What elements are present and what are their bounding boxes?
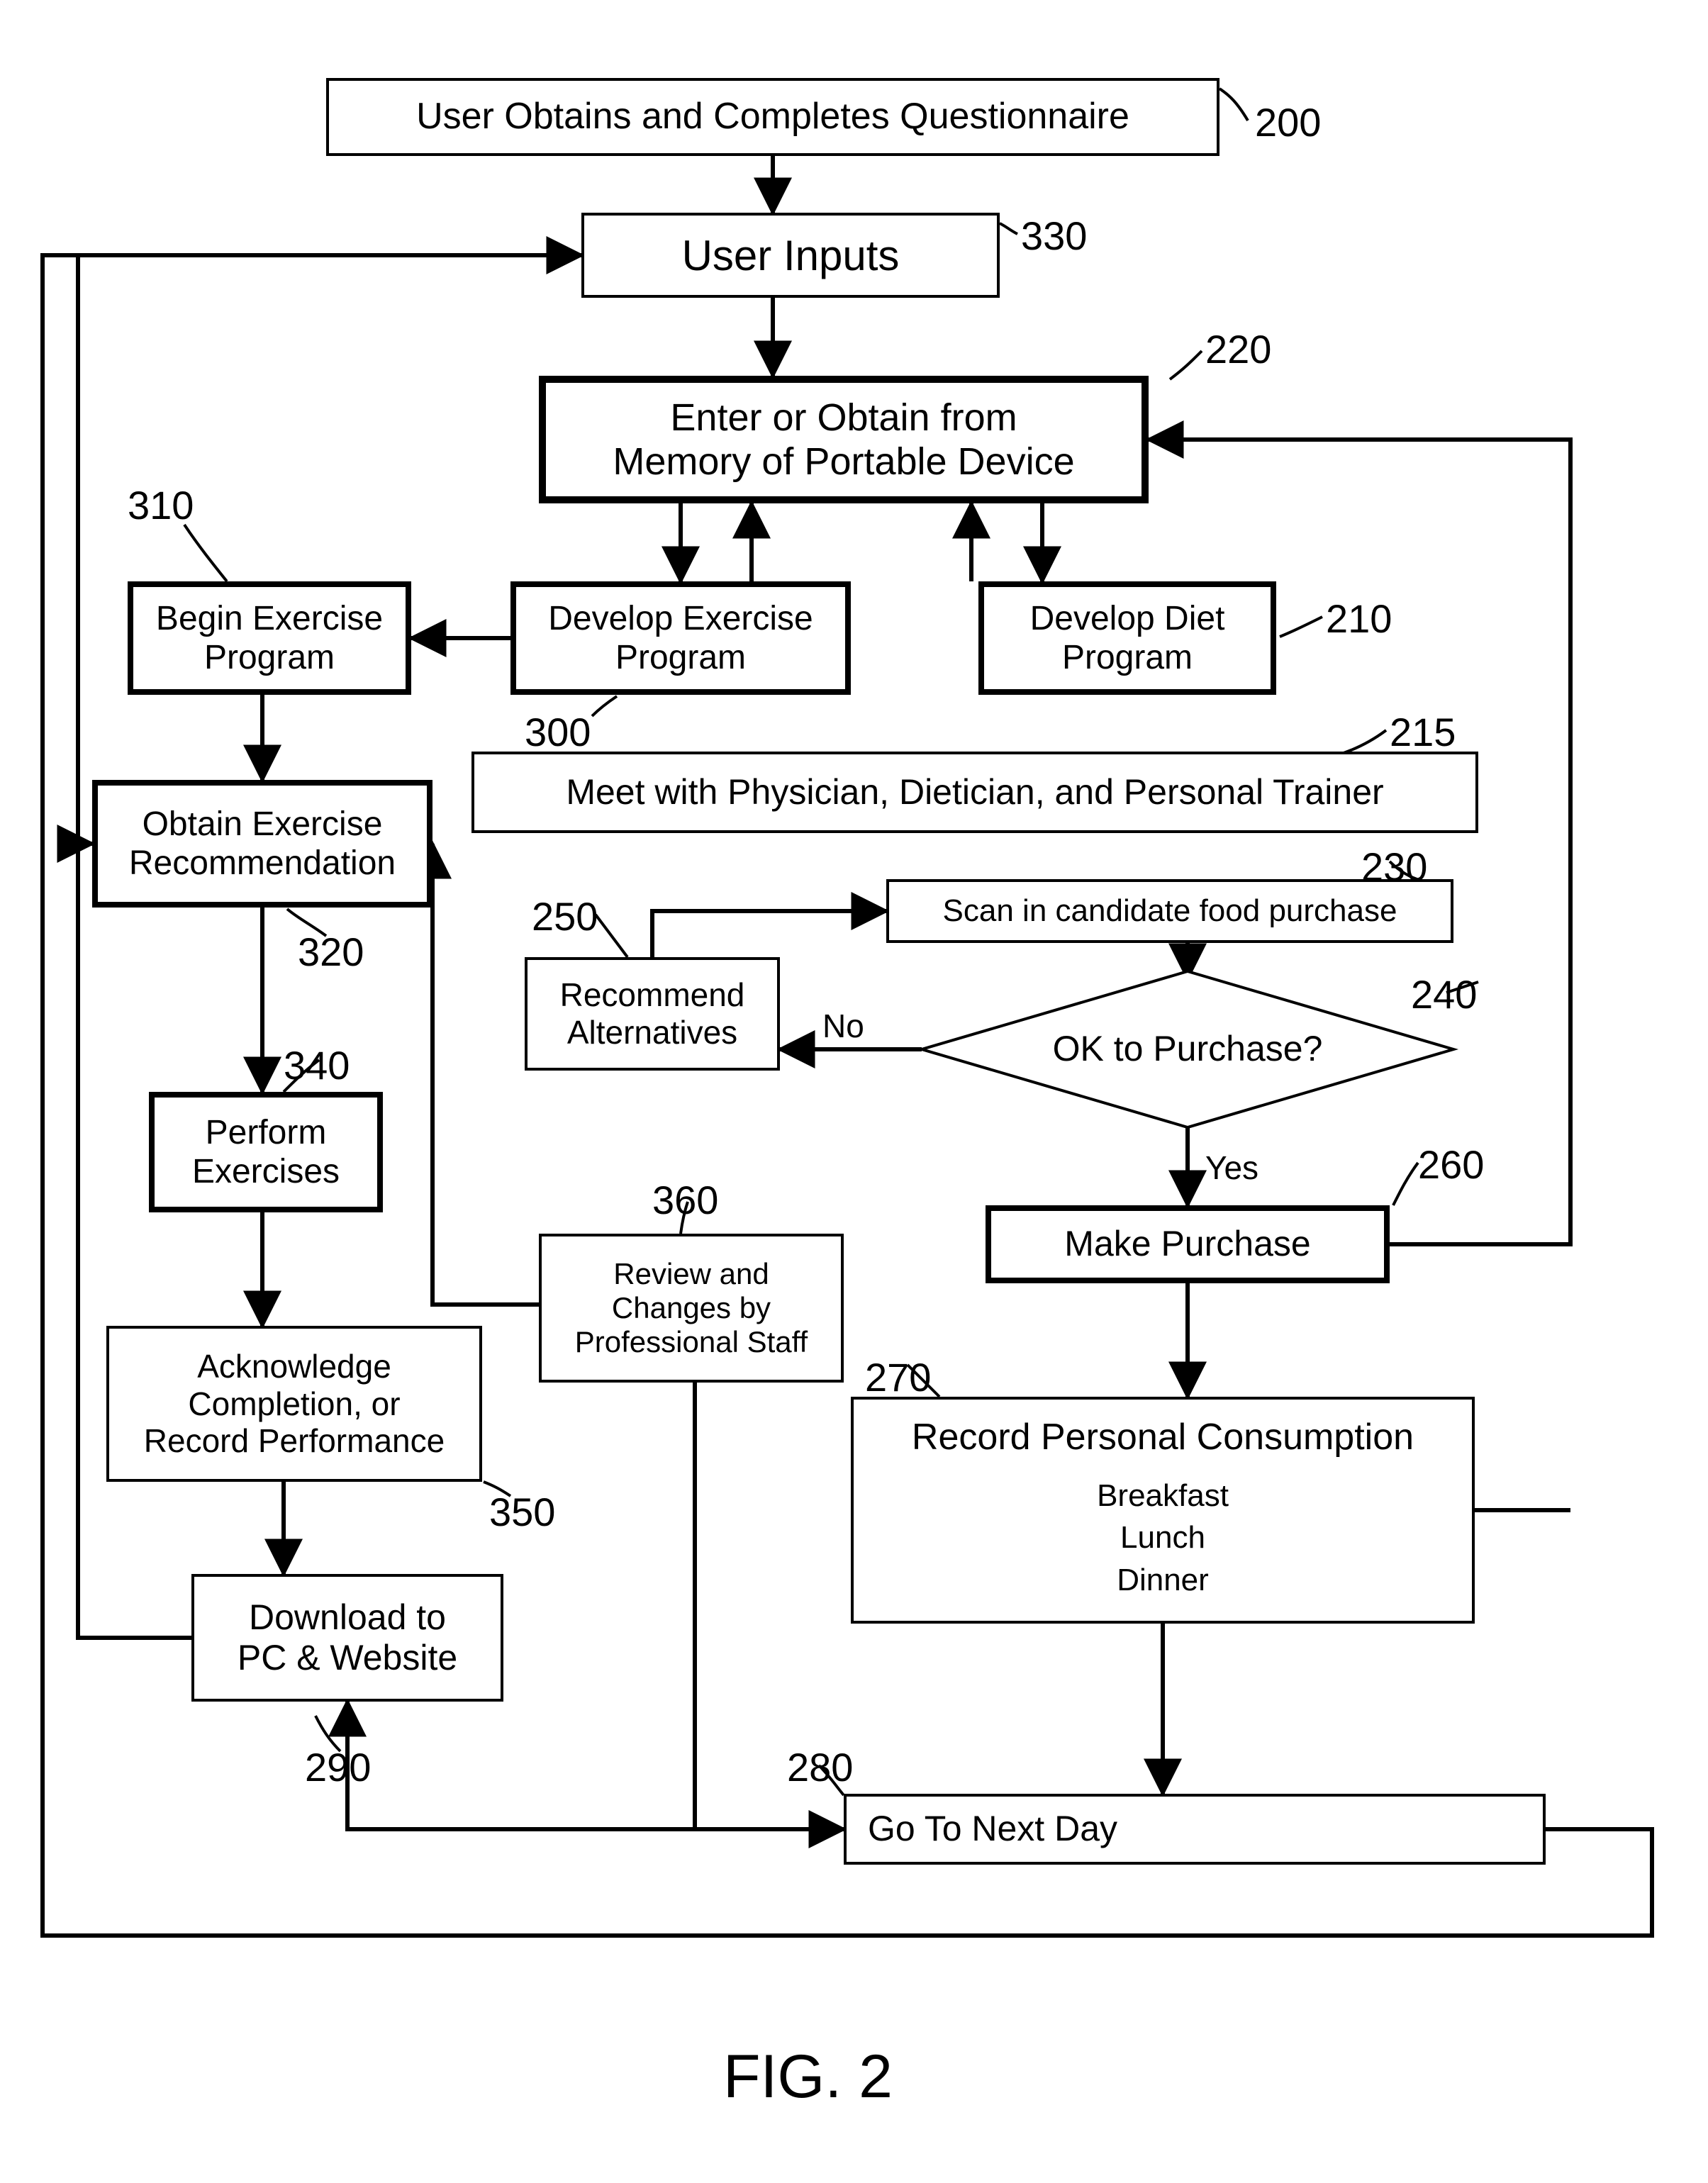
ref-label-200: 200	[1255, 99, 1321, 145]
ref-label-310: 310	[128, 482, 194, 528]
node-n215: Meet with Physician, Dietician, and Pers…	[471, 752, 1478, 833]
node-n200: User Obtains and Completes Questionnaire	[326, 78, 1219, 156]
ref-label-300: 300	[525, 709, 591, 755]
edge	[347, 1702, 844, 1829]
ref-label-210: 210	[1326, 596, 1392, 642]
ref-label-250: 250	[532, 893, 598, 939]
node-n340: Perform Exercises	[149, 1092, 383, 1212]
flowchart-canvas: User Obtains and Completes Questionnaire…	[0, 0, 1708, 2183]
ref-leader	[592, 696, 617, 716]
ref-label-320: 320	[298, 929, 364, 975]
ref-leader	[1280, 617, 1322, 637]
node-n210: Develop Diet Program	[978, 581, 1276, 695]
ref-leader	[596, 915, 627, 957]
ref-leader	[1170, 351, 1202, 379]
node-title-n270: Record Personal Consumption	[912, 1417, 1414, 1459]
edge-label: Yes	[1205, 1149, 1258, 1187]
ref-leader	[1000, 223, 1017, 234]
figure-caption: FIG. 2	[723, 2042, 893, 2112]
ref-label-270: 270	[865, 1354, 931, 1400]
node-n310: Begin Exercise Program	[128, 581, 411, 695]
ref-label-240: 240	[1411, 971, 1477, 1017]
edge	[652, 911, 886, 957]
ref-label-340: 340	[284, 1042, 350, 1088]
ref-label-330: 330	[1021, 213, 1087, 259]
ref-label-360: 360	[652, 1177, 718, 1223]
node-n270: Record Personal Consumption Breakfast Lun…	[851, 1397, 1475, 1624]
ref-leader	[1393, 1163, 1418, 1205]
node-n260: Make Purchase	[986, 1205, 1390, 1283]
node-n330: User Inputs	[581, 213, 1000, 298]
ref-leader	[1344, 730, 1386, 753]
ref-label-290: 290	[305, 1744, 371, 1790]
ref-label-230: 230	[1361, 844, 1427, 890]
node-n280: Go To Next Day	[844, 1794, 1546, 1865]
node-n350: Acknowledge Completion, or Record Perfor…	[106, 1326, 482, 1482]
node-n220: Enter or Obtain from Memory of Portable …	[539, 376, 1149, 503]
ref-leader	[184, 525, 227, 581]
ref-label-350: 350	[489, 1489, 555, 1535]
ref-label-260: 260	[1418, 1141, 1484, 1188]
node-n290: Download to PC & Website	[191, 1574, 503, 1702]
node-n300: Develop Exercise Program	[510, 581, 851, 695]
node-label-n240: OK to Purchase?	[922, 971, 1453, 1127]
node-n250: Recommend Alternatives	[525, 957, 780, 1071]
ref-label-280: 280	[787, 1744, 853, 1790]
ref-label-220: 220	[1205, 326, 1271, 372]
node-n360: Review and Changes by Professional Staff	[539, 1234, 844, 1383]
edge-label: No	[822, 1007, 864, 1045]
node-sub-n270: Breakfast Lunch Dinner	[1097, 1475, 1229, 1601]
ref-label-215: 215	[1390, 709, 1456, 755]
edge	[78, 844, 191, 1638]
ref-leader	[1219, 89, 1248, 121]
node-n320: Obtain Exercise Recommendation	[92, 780, 432, 908]
edge	[432, 844, 539, 1305]
